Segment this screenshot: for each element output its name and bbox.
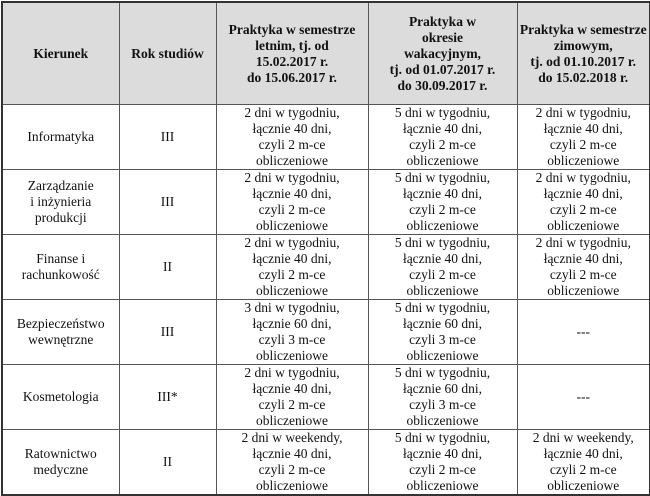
cell-winter: --- [516,299,650,365]
cell-holiday: 5 dni w tygodniu, łącznie 40 dni, czyli … [367,104,518,170]
table-row: Kosmetologia III* 2 dni w tygodniu, łączni… [1,364,650,430]
cell-winter: 2 dni w weekendy, łącznie 40 dni, czyli … [516,429,650,496]
cell-holiday: 5 dni w tygodniu, łącznie 40 dni, czyli … [367,169,518,235]
cell-holiday: 5 dni w tygodniu, łącznie 60 dni, czyli … [367,299,518,365]
cell-kierunek: Bezpieczeństwo wewnętrzne [1,299,120,365]
table-row: Ratownictwo medyczne II 2 dni w weekendy, … [1,429,650,496]
cell-kierunek: Zarządzanie i inżynieria produkcji [1,169,120,235]
cell-rok: III [118,104,217,170]
cell-summer: 2 dni w tygodniu, łącznie 40 dni, czyli … [215,234,369,300]
header-rok-studiow: Rok studiów [118,1,217,105]
header-summer-semester: Praktyka w semestrze letnim, tj. od 15.0… [215,1,369,105]
cell-kierunek: Finanse i rachunkowość [1,234,120,300]
cell-winter: 2 dni w tygodniu, łącznie 40 dni, czyli … [516,234,650,300]
cell-summer: 2 dni w tygodniu, łącznie 40 dni, czyli … [215,364,369,430]
cell-holiday: 5 dni w tygodniu, łącznie 40 dni, czyli … [367,234,518,300]
cell-winter: --- [516,364,650,430]
table-row: Zarządzanie i inżynieria produkcji III 2 d… [1,169,650,235]
cell-rok: III [118,169,217,235]
cell-summer: 3 dni w tygodniu, łącznie 60 dni, czyli … [215,299,369,365]
cell-rok: II [118,234,217,300]
header-holiday-period: Praktyka w okresie wakacyjnym, tj. od 01… [367,1,518,105]
cell-summer: 2 dni w tygodniu, łącznie 40 dni, czyli … [215,169,369,235]
table-row: Bezpieczeństwo wewnętrzne III 3 dni w tygo… [1,299,650,365]
cell-rok: III* [118,364,217,430]
cell-summer: 2 dni w tygodniu, łącznie 40 dni, czyli … [215,104,369,170]
cell-kierunek: Ratownictwo medyczne [1,429,120,496]
cell-kierunek: Informatyka [1,104,120,170]
cell-rok: II [118,429,217,496]
header-row: Kierunek Rok studiów Praktyka w semestrz… [1,1,650,105]
cell-winter: 2 dni w tygodniu, łącznie 40 dni, czyli … [516,104,650,170]
header-kierunek: Kierunek [1,1,120,105]
cell-rok: III [118,299,217,365]
cell-holiday: 5 dni w tygodniu, łącznie 60 dni, czyli … [367,364,518,430]
cell-holiday: 5 dni w tygodniu, łącznie 40 dni, czyli … [367,429,518,496]
table-row: Informatyka III 2 dni w tygodniu, łącznie … [1,104,650,170]
table-row: Finanse i rachunkowość II 2 dni w tygodniu… [1,234,650,300]
cell-winter: 2 dni w tygodniu, łącznie 40 dni, czyli … [516,169,650,235]
cell-kierunek: Kosmetologia [1,364,120,430]
cell-summer: 2 dni w weekendy, łącznie 40 dni, czyli … [215,429,369,496]
header-winter-semester: Praktyka w semestrze zimowym, tj. od 01.… [516,1,650,105]
